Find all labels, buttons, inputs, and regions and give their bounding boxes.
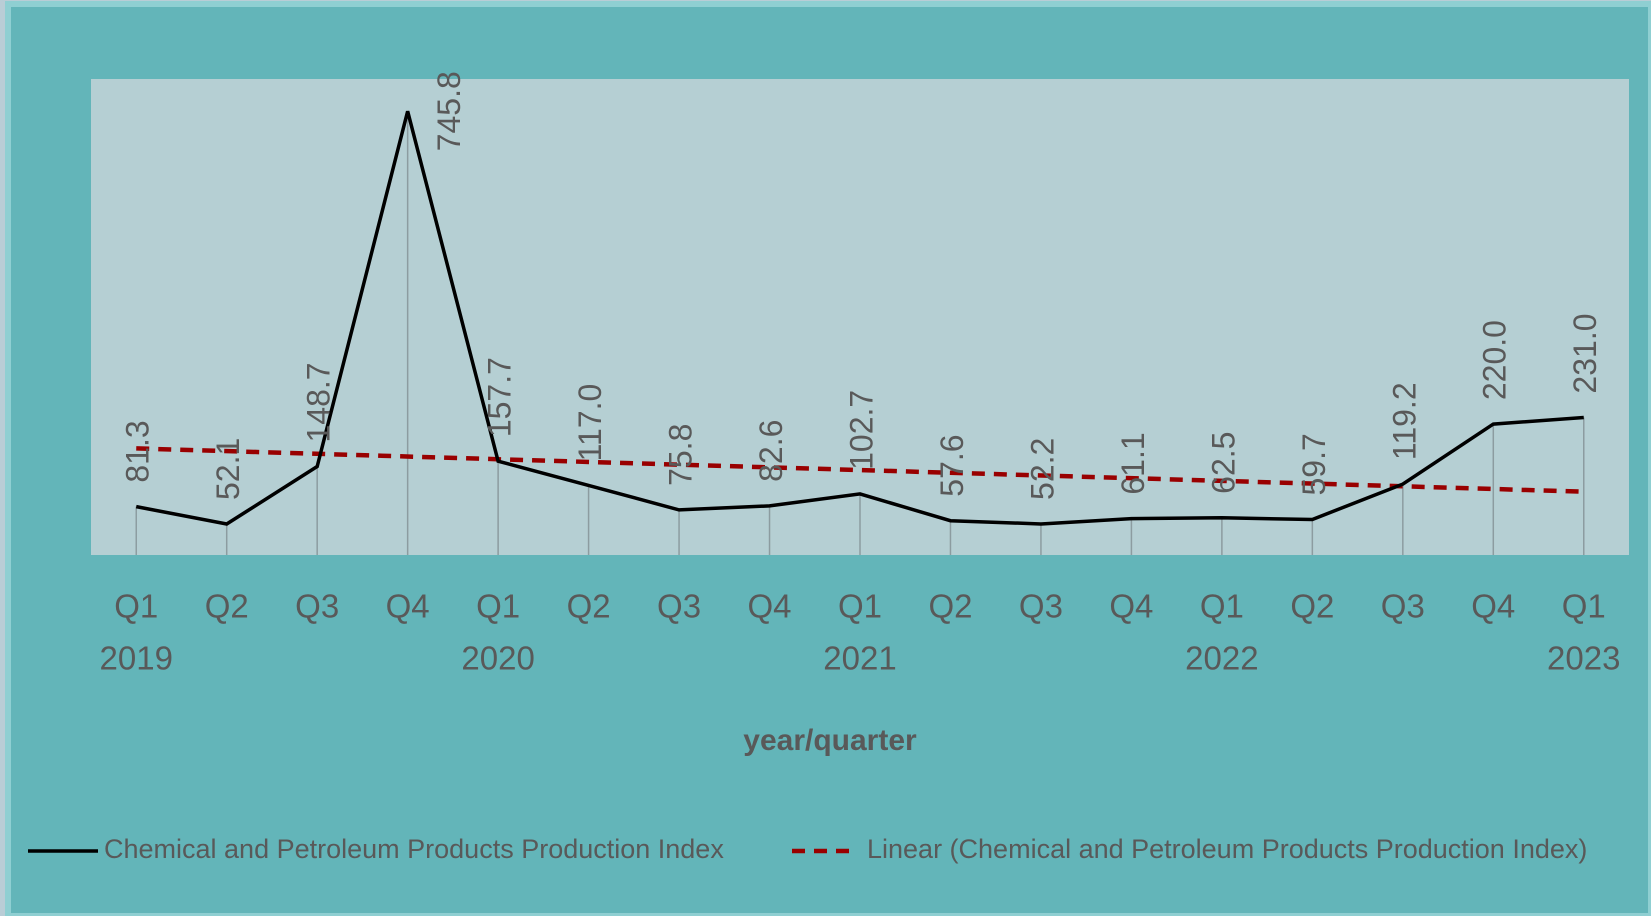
x-tick-label: Q4	[748, 588, 792, 625]
data-label: 231.0	[1567, 313, 1603, 393]
series-line	[135, 110, 1584, 526]
x-group-label: 2022	[1185, 640, 1258, 677]
legend-label: Chemical and Petroleum Products Producti…	[104, 834, 724, 864]
x-tick-label: Q3	[1381, 588, 1425, 625]
x-tick-label: Q2	[205, 588, 249, 625]
x-tick-label: Q2	[1290, 588, 1334, 625]
x-tick-label: Q4	[1109, 588, 1153, 625]
x-tick-label: Q1	[838, 588, 882, 625]
x-tick-label: Q2	[567, 588, 611, 625]
x-group-label: 2021	[823, 640, 896, 677]
data-label: 81.3	[120, 420, 156, 482]
data-label: 745.8	[431, 71, 467, 151]
data-label: 117.0	[572, 384, 608, 462]
data-label: 52.2	[1024, 438, 1060, 500]
data-label: 148.7	[301, 362, 337, 442]
x-tick-label: Q4	[386, 588, 430, 625]
plot-area	[91, 79, 1629, 555]
data-label: 82.6	[753, 420, 789, 482]
x-tick-label: Q3	[1019, 588, 1063, 625]
data-label: 62.5	[1205, 432, 1241, 494]
x-tick-label: Q4	[1471, 588, 1515, 625]
data-label: 57.6	[934, 434, 970, 496]
data-label: 157.7	[482, 357, 518, 437]
data-label: 52.1	[210, 438, 246, 500]
x-tick-label: Q1	[1562, 588, 1606, 625]
data-label: 220.0	[1477, 320, 1513, 400]
x-axis-title: year/quarter	[743, 724, 917, 757]
x-tick-label: Q1	[476, 588, 520, 625]
data-label: 119.2	[1386, 382, 1422, 460]
legend-label: Linear (Chemical and Petroleum Products …	[867, 834, 1587, 864]
x-group-label: 2020	[461, 640, 534, 677]
x-group-label: 2023	[1547, 640, 1620, 677]
data-label: 59.7	[1296, 433, 1332, 495]
x-group-label: 2019	[100, 640, 173, 677]
x-tick-label: Q3	[295, 588, 339, 625]
data-label: 75.8	[663, 424, 699, 486]
data-label: 61.1	[1115, 432, 1151, 494]
x-tick-label: Q1	[114, 588, 158, 625]
x-tick-label: Q2	[928, 588, 972, 625]
x-tick-label: Q1	[1200, 588, 1244, 625]
data-label: 102.7	[843, 390, 879, 470]
x-tick-label: Q3	[657, 588, 701, 625]
